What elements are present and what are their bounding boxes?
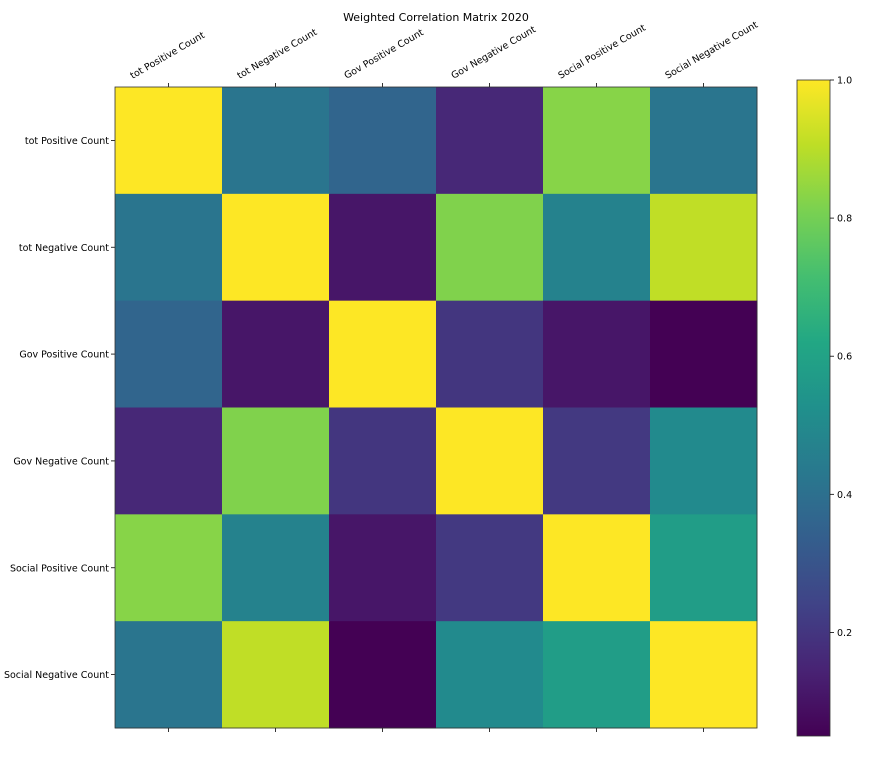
heatmap-cell bbox=[650, 407, 758, 515]
heatmap-cell bbox=[115, 87, 223, 195]
y-tick-label: Gov Negative Count bbox=[13, 456, 109, 467]
heatmap-cell bbox=[650, 300, 758, 408]
y-tick-label: Gov Positive Count bbox=[19, 350, 109, 361]
heatmap-cell bbox=[329, 514, 437, 622]
heatmap-cell bbox=[222, 300, 330, 408]
chart-title: Weighted Correlation Matrix 2020 bbox=[343, 11, 529, 24]
heatmap-cell bbox=[650, 621, 758, 729]
x-tick-label: Gov Positive Count bbox=[343, 27, 426, 81]
heatmap-cell bbox=[222, 407, 330, 515]
heatmap-cell bbox=[650, 514, 758, 622]
x-tick-label: tot Positive Count bbox=[129, 30, 208, 82]
heatmap-cell bbox=[115, 514, 223, 622]
heatmap-cell bbox=[436, 514, 544, 622]
heatmap-cell bbox=[115, 300, 223, 408]
heatmap-cell bbox=[436, 621, 544, 729]
heatmap-cell bbox=[543, 407, 651, 515]
heatmap-cell bbox=[222, 193, 330, 302]
heatmap-cell bbox=[115, 193, 223, 302]
heatmap-cell bbox=[222, 514, 330, 622]
colorbar-tick-label: 1.0 bbox=[837, 76, 852, 87]
y-tick-label: tot Negative Count bbox=[19, 243, 109, 254]
heatmap-cell bbox=[543, 193, 651, 302]
matrix-frame bbox=[114, 86, 758, 729]
heatmap-cell bbox=[543, 87, 651, 195]
heatmap-cell bbox=[543, 300, 651, 408]
heatmap-cell bbox=[329, 407, 437, 515]
colorbar-tick-label: 0.2 bbox=[837, 628, 852, 639]
x-tick-label: Social Positive Count bbox=[557, 22, 649, 81]
heatmap-cell bbox=[436, 300, 544, 408]
heatmap-cell bbox=[436, 193, 544, 302]
heatmap-cell bbox=[222, 87, 330, 195]
heatmap-cell bbox=[650, 193, 758, 302]
heatmap-cell bbox=[115, 407, 223, 515]
colorbar bbox=[796, 79, 831, 737]
heatmap-cell bbox=[543, 514, 651, 622]
colorbar-tick-label: 0.4 bbox=[837, 490, 852, 501]
colorbar-tick-label: 0.6 bbox=[837, 352, 852, 363]
heatmap-cell bbox=[329, 193, 437, 302]
heatmap-cell bbox=[329, 87, 437, 195]
x-tick-label: Gov Negative Count bbox=[450, 24, 539, 82]
y-tick-label: Social Positive Count bbox=[10, 563, 109, 574]
heatmap-cell bbox=[436, 87, 544, 195]
y-tick-label: tot Positive Count bbox=[25, 136, 109, 147]
colorbar-tick-label: 0.8 bbox=[837, 214, 852, 225]
x-tick-label: Social Negative Count bbox=[664, 19, 761, 81]
heatmap-cell bbox=[329, 621, 437, 729]
y-tick-label: Social Negative Count bbox=[4, 670, 109, 681]
heatmap-cell bbox=[329, 300, 437, 408]
heatmap-cell bbox=[436, 407, 544, 515]
heatmap-cell bbox=[543, 621, 651, 729]
heatmap-cell bbox=[650, 87, 758, 195]
x-tick-label: tot Negative Count bbox=[236, 27, 320, 82]
heatmap-cell bbox=[222, 621, 330, 729]
heatmap-cell bbox=[115, 621, 223, 729]
